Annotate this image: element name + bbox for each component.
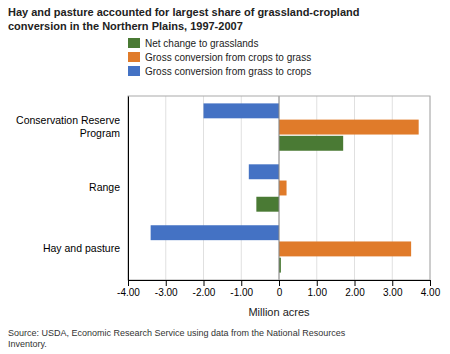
legend-label: Net change to grasslands (145, 38, 258, 49)
zero-line (279, 96, 280, 280)
bar (279, 241, 411, 256)
bar (249, 164, 279, 179)
tick: 4.00 (421, 280, 441, 298)
tick: -3.00 (155, 280, 178, 298)
tick-label: Range (89, 181, 120, 193)
tick-label: 3.00 (383, 287, 403, 298)
bar (204, 103, 280, 118)
bar-series (279, 120, 419, 257)
plot-frame (128, 96, 430, 280)
bar (151, 225, 279, 240)
legend-swatch (128, 66, 140, 76)
tick-label: 4.00 (421, 287, 441, 298)
y-axis: Hay and pasture Range Conservation Reserve… (16, 97, 128, 281)
tick-label: Conservation ReserveProgram (16, 114, 120, 139)
grid-line (203, 96, 204, 280)
axis-line (129, 281, 431, 287)
tick: Hay and pasture (43, 242, 120, 254)
tick-label: -3.00 (155, 287, 178, 298)
grid-line (165, 96, 166, 280)
tick-mark (430, 280, 431, 286)
legend-label: Gross conversion from grass to crops (145, 66, 311, 77)
tick: 1.00 (308, 280, 328, 298)
tick: -1.00 (230, 280, 253, 298)
tick-label: -4.00 (117, 287, 140, 298)
tick-label: 0 (277, 287, 283, 298)
tick-label: 1.00 (308, 287, 328, 298)
tick-label: -1.00 (230, 287, 253, 298)
legend: Net change to grasslands Gross conversion… (128, 38, 311, 77)
bar (279, 136, 343, 151)
grid (128, 96, 430, 280)
bar (256, 197, 279, 212)
legend-item: Gross conversion from grass to crops (128, 66, 311, 77)
bar (279, 120, 419, 135)
annotation: Source: USDA, Economic Research Service … (8, 328, 346, 349)
tick-label: Hay and pasture (43, 242, 120, 254)
tick-mark (355, 280, 356, 286)
tick-label: -2.00 (193, 287, 216, 298)
tick: 2.00 (345, 280, 365, 298)
legend-item: Net change to grasslands (128, 38, 258, 49)
legend-label: Gross conversion from crops to grass (145, 52, 311, 63)
tick: -2.00 (193, 280, 216, 298)
title: Hay and pasture accounted for largest sh… (8, 6, 359, 32)
tick-label: 2.00 (345, 287, 365, 298)
bar (279, 181, 287, 196)
tick: 0 (277, 280, 283, 298)
x-axis: -4.00 -3.00 -2.00 -1.00 0 1.00 2.00 3.00 4.00 (117, 280, 441, 298)
tick-mark (241, 280, 242, 286)
bar-series (151, 103, 279, 240)
tick-mark (392, 280, 393, 286)
legend-swatch (128, 38, 140, 48)
grid-line (241, 96, 242, 280)
x-axis-title: Million acres (248, 306, 310, 318)
bars (151, 103, 419, 272)
grid-line (279, 96, 280, 280)
tick: -4.00 (117, 280, 140, 298)
tick-mark (166, 280, 167, 286)
tick: 3.00 (383, 280, 403, 298)
tick-mark (204, 280, 205, 286)
tick-mark (128, 280, 129, 286)
legend-swatch (128, 52, 140, 62)
chart: Hay and pasture accounted for largest sh… (0, 0, 450, 354)
tick: Conservation ReserveProgram (16, 114, 120, 139)
legend-item: Gross conversion from crops to grass (128, 52, 311, 63)
tick-mark (279, 280, 280, 286)
tick: Range (89, 181, 120, 193)
axis-line (128, 97, 129, 281)
tick-mark (317, 280, 318, 286)
plot: -4.00 -3.00 -2.00 -1.00 0 1.00 2.00 3.00 4.00 Hay… (16, 96, 441, 298)
